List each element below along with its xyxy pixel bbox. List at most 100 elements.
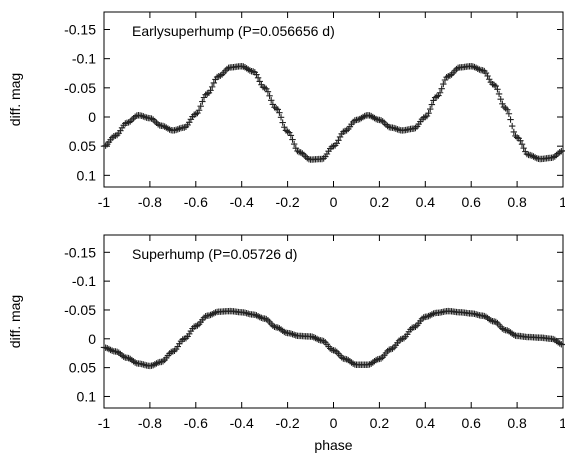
- x-tick-label: 1: [559, 194, 565, 210]
- data-point: [559, 147, 565, 155]
- data-point: [159, 358, 167, 365]
- y-axis-label: diff. mag: [7, 295, 23, 348]
- data-point: [517, 137, 524, 144]
- data-point: [502, 105, 509, 112]
- x-tick-label: 1: [559, 415, 565, 431]
- data-point: [440, 80, 447, 88]
- x-tick-label: 0.4: [416, 415, 436, 431]
- data-point: [438, 85, 445, 92]
- data-point: [200, 94, 208, 101]
- x-tick-label: 0.2: [370, 415, 390, 431]
- data-point: [430, 97, 437, 104]
- data-point: [425, 109, 432, 117]
- data-point: [210, 79, 218, 87]
- x-tick-label: -0.8: [138, 194, 162, 210]
- data-point: [433, 93, 440, 100]
- y-tick-label: 0: [88, 109, 96, 125]
- data-point: [195, 107, 203, 114]
- data-point: [197, 102, 204, 110]
- x-tick-label: -0.8: [138, 415, 162, 431]
- y-tick-label: -0.05: [64, 302, 96, 318]
- y-tick-label: 0.1: [77, 388, 97, 404]
- data-point: [131, 113, 139, 120]
- data-point: [492, 82, 499, 90]
- x-tick-label: -0.2: [276, 194, 300, 210]
- data-point: [264, 88, 272, 95]
- y-tick-label: -0.1: [72, 273, 96, 289]
- x-axis-label: phase: [314, 437, 352, 453]
- data-point: [510, 128, 518, 136]
- data-point: [428, 101, 436, 108]
- panel-title: Earlysuperhump (P=0.056656 d): [132, 23, 335, 39]
- data-point: [174, 126, 181, 133]
- data-point: [204, 90, 211, 97]
- data-point: [343, 127, 350, 134]
- data-point: [289, 330, 296, 338]
- data-point: [261, 84, 268, 92]
- data-point: [504, 106, 511, 113]
- y-tick-label: 0: [88, 331, 96, 347]
- y-tick-label: -0.15: [64, 22, 96, 38]
- data-point: [551, 153, 559, 160]
- data-point: [492, 318, 499, 326]
- data-point: [335, 137, 342, 144]
- data-point: [290, 140, 298, 148]
- data-points: [100, 63, 565, 163]
- data-point: [268, 97, 275, 104]
- data-point: [441, 76, 449, 84]
- data-point: [484, 72, 491, 80]
- data-point: [292, 144, 299, 152]
- data-point: [507, 116, 514, 123]
- x-tick-label: -0.6: [184, 415, 208, 431]
- data-point: [254, 74, 262, 82]
- data-point: [412, 124, 419, 132]
- data-point: [384, 122, 391, 130]
- x-tick-label: -1: [98, 194, 111, 210]
- data-point: [377, 355, 385, 362]
- y-tick-label: -0.05: [64, 80, 96, 96]
- x-tick-label: 0.6: [461, 415, 481, 431]
- x-tick-label: -0.4: [230, 415, 254, 431]
- data-point: [494, 86, 501, 93]
- data-point: [559, 341, 565, 348]
- data-point: [436, 89, 444, 96]
- data-point: [274, 106, 281, 113]
- data-point: [140, 113, 147, 120]
- data-point: [281, 123, 288, 131]
- data-point: [304, 154, 311, 162]
- data-point: [263, 315, 270, 323]
- data-point: [499, 100, 506, 108]
- panel-title: Superhump (P=0.05726 d): [132, 246, 297, 262]
- data-point: [518, 141, 526, 148]
- data-point: [272, 105, 280, 112]
- data-point: [284, 128, 291, 135]
- x-tick-label: -0.4: [230, 194, 254, 210]
- x-tick-label: 0.8: [507, 194, 527, 210]
- x-tick-label: -1: [98, 415, 111, 431]
- x-tick-label: 0.8: [507, 415, 527, 431]
- data-point: [336, 133, 344, 141]
- x-tick-label: 0: [330, 415, 338, 431]
- data-point: [102, 142, 109, 149]
- data-point: [217, 72, 224, 79]
- x-tick-label: 0.6: [461, 194, 481, 210]
- data-point: [279, 119, 286, 126]
- x-tick-label: -0.6: [184, 194, 208, 210]
- data-point: [446, 72, 454, 79]
- data-point: [420, 114, 427, 121]
- data-point: [520, 144, 527, 152]
- data-point: [194, 109, 201, 117]
- y-tick-label: -0.1: [72, 51, 96, 67]
- data-points: [100, 307, 565, 370]
- data-point: [199, 98, 206, 105]
- data-point: [427, 105, 434, 113]
- data-point: [508, 122, 516, 130]
- data-point: [277, 114, 285, 121]
- data-point: [392, 125, 399, 132]
- data-point: [289, 136, 296, 143]
- data-point: [290, 331, 298, 338]
- data-point: [497, 95, 504, 103]
- x-tick-label: 0: [330, 194, 338, 210]
- data-point: [154, 121, 162, 128]
